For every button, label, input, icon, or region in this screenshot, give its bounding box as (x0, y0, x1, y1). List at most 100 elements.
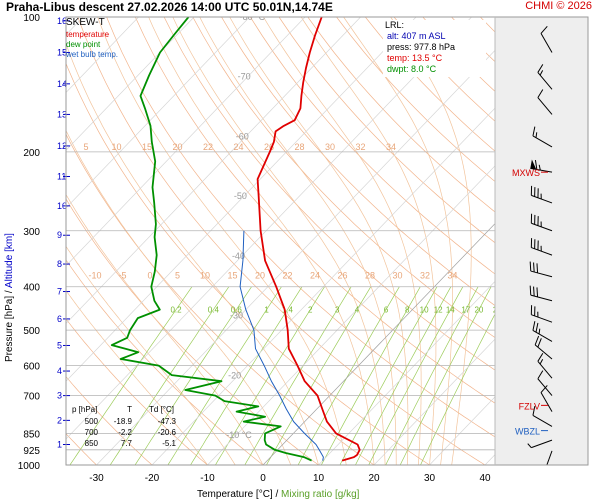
barb-flag (537, 370, 544, 380)
mixing-ratio-label: 12 (434, 306, 443, 315)
wind-barb (540, 25, 553, 53)
isotherm-label: -60 (236, 131, 249, 141)
adiabat-label: -10 (88, 271, 101, 281)
profile-wet-bulb-temp (239, 230, 324, 461)
level-stats-table: p [hPa] T Td [°C] 500 -18.9 -47.3 700 -2… (72, 404, 190, 449)
isotherm-line (66, 17, 417, 382)
x-tick-label: -10 (200, 473, 215, 484)
legend: SKEW-T temperature dew point wet bulb te… (66, 18, 140, 60)
stats-cell: -20.6 (157, 428, 176, 437)
x-tick-label: 30 (424, 473, 436, 484)
mixing-ratio-label: 2 (308, 306, 313, 315)
x-axis-label: Temperature [°C] / Mixing ratio [g/kg] (197, 489, 360, 500)
wind-barb (530, 305, 553, 323)
wind-barb (530, 238, 553, 256)
wind-barb (529, 285, 553, 302)
barb-half-flag (538, 328, 541, 335)
adiabat-label: 26 (264, 142, 274, 152)
wind-panel (495, 17, 588, 465)
barb-half-flag (535, 132, 538, 138)
page-title: Praha-Libus descent 27.02.2026 14:00 UTC… (6, 0, 333, 14)
stats-row: 700 -2.2 -20.6 (72, 427, 190, 438)
adiabat-label: 24 (233, 142, 243, 152)
altitude-tick-label: 11 (57, 171, 66, 181)
barb-half-flag (538, 164, 541, 171)
mixing-ratio-label: 0.2 (170, 306, 182, 315)
barb-flag (536, 287, 539, 297)
altitude-tick-label: 9 (57, 230, 62, 240)
wind-barb (551, 17, 552, 18)
barb-staff (540, 392, 553, 412)
altitude-tick-label: 12 (57, 141, 67, 151)
isotherm-label: -50 (234, 191, 247, 201)
barb-flag (535, 322, 539, 333)
wind-barb (530, 159, 553, 173)
profile-temperature (256, 17, 361, 462)
barb-staff (531, 247, 553, 256)
adiabat-label: 30 (392, 271, 402, 281)
lrl-dewpoint: dwpt: 8.0 °C (387, 64, 437, 74)
barb-flag (533, 286, 535, 297)
isotherm-line (262, 223, 495, 465)
y-tick-label: 100 (23, 13, 40, 24)
altitude-tick-label: 15 (57, 47, 67, 57)
isotherm-label: -20 (228, 370, 241, 380)
dry-adiabat-line (278, 17, 495, 244)
stats-cell: -2.2 (118, 428, 132, 437)
x-tick-label: 40 (479, 473, 491, 484)
isotherm-line (66, 17, 306, 267)
barb-staff (537, 97, 553, 115)
stats-cell: -5.1 (162, 439, 176, 448)
dry-adiabat-line (250, 17, 495, 275)
barb-flag (537, 338, 542, 348)
barb-staff (532, 135, 553, 148)
adiabat-label: 22 (282, 271, 292, 281)
barb-staff (530, 294, 553, 302)
isotherm-line (66, 17, 195, 151)
stats-cell: -18.9 (113, 417, 132, 426)
altitude-tick-label: 5 (57, 340, 62, 350)
barb-flag (532, 405, 536, 416)
profile-dew-point (110, 17, 312, 462)
isotherm-line (66, 17, 250, 209)
lrl-info-box: LRL: alt: 407 m ASL press: 977.8 hPa tem… (383, 20, 486, 77)
barb-staff (537, 360, 553, 379)
dry-adiabat-line (163, 17, 495, 371)
isotherm-line (66, 17, 139, 94)
lrl-temperature: temp: 13.5 °C (387, 53, 443, 63)
adiabat-label: 15 (142, 142, 152, 152)
barb-staff (530, 270, 553, 278)
stats-row: 850 7.7 -5.1 (72, 438, 190, 449)
altitude-tick-label: 14 (57, 79, 67, 89)
barb-flag (533, 262, 535, 272)
lrl-altitude: alt: 407 m ASL (387, 31, 446, 41)
barb-flag (529, 285, 532, 296)
mixing-ratio-label: 0.6 (231, 306, 243, 315)
wind-barb (530, 185, 553, 204)
y-tick-label: 300 (23, 227, 40, 238)
mixing-ratio-label: 14 (446, 306, 455, 315)
lrl-heading: LRL: (385, 20, 405, 30)
mixing-ratio-label: 10 (420, 306, 429, 315)
lrl-pressure: press: 977.8 hPa (387, 42, 456, 52)
stats-header-row: p [hPa] T Td [°C] (72, 404, 190, 415)
wind-barb (532, 405, 553, 427)
altitude-tick-label: 2 (57, 415, 62, 425)
altitude-tick-label: 1 (57, 440, 62, 450)
barb-half-flag (539, 359, 544, 365)
adiabat-label: 22 (203, 142, 213, 152)
isotherm-label: -30 (230, 311, 243, 321)
y-axis-label-separator: / (4, 288, 15, 293)
mixing-ratio-label: 1 (264, 306, 269, 315)
stats-cell: 850 (84, 439, 98, 448)
legend-title: SKEW-T (66, 17, 105, 28)
barb-staff (531, 439, 553, 449)
x-axis-label-mixing-ratio: Mixing ratio [g/kg] (281, 489, 360, 500)
mixing-ratio-label: 0.4 (208, 306, 220, 315)
x-tick-label: -30 (89, 473, 104, 484)
wind-barb (529, 261, 553, 278)
dry-adiabat-line (307, 17, 495, 213)
x-tick-label: 0 (260, 473, 266, 484)
mixing-ratio-label: 25 (493, 306, 502, 315)
